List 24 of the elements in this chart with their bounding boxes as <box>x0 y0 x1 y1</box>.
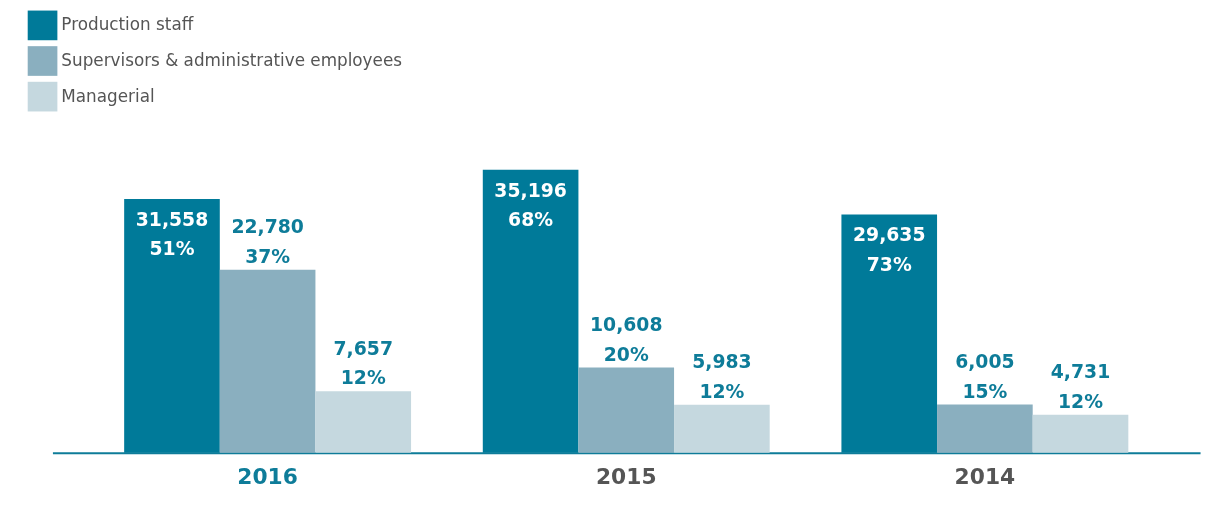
x-tick-label: 2014 <box>954 463 1016 489</box>
bar <box>1032 414 1129 453</box>
data-label: 6,005 15% <box>955 350 1015 402</box>
legend-label: Production staff <box>61 14 194 35</box>
bar <box>841 214 938 453</box>
bar <box>674 404 770 453</box>
x-tick-label: 2016 <box>237 463 298 489</box>
data-label: 29,635 73% <box>853 224 926 275</box>
legend-label: Managerial <box>61 85 155 106</box>
bar <box>578 367 675 453</box>
data-label: 35,196 68% <box>494 179 567 231</box>
legend-label: Supervisors & administrative employees <box>61 49 402 70</box>
data-label: 7,657 12% <box>333 337 393 389</box>
x-tick-label: 2015 <box>595 463 657 489</box>
data-label: 10,608 20% <box>590 313 663 365</box>
bar <box>482 169 579 453</box>
bar <box>315 391 412 453</box>
bar <box>219 269 316 453</box>
data-label: 31,558 51% <box>135 208 209 260</box>
bar <box>937 404 1033 453</box>
bar <box>124 199 220 453</box>
data-label: 4,731 12% <box>1050 361 1111 412</box>
data-label: 5,983 12% <box>692 351 752 402</box>
data-label: 22,780 37% <box>231 216 304 267</box>
